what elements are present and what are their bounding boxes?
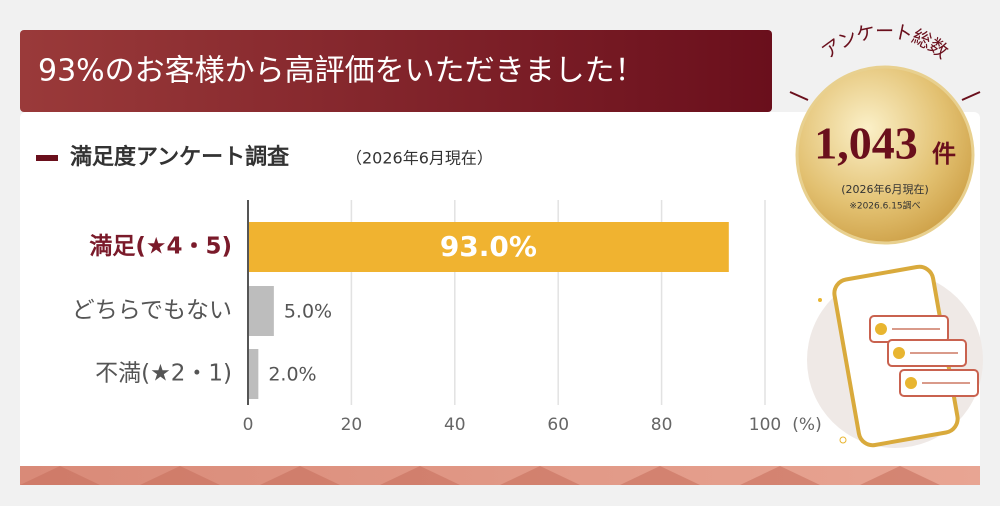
x-tick-label: 0 — [243, 415, 254, 435]
header-title: 93%のお客様から高評価をいただきました！ — [38, 54, 645, 89]
badge-heading: アンケート総数 — [817, 20, 952, 63]
card-footer-band — [20, 466, 980, 485]
section-marker — [36, 155, 58, 161]
bar — [248, 222, 729, 272]
x-axis-label: (%) — [792, 415, 821, 435]
badge: アンケート総数 1,043 件 (2026年6月現在) ※2026.6.15調べ — [789, 20, 981, 245]
x-tick-label: 60 — [547, 415, 569, 435]
category-label: 満足(★4・5) — [89, 234, 232, 260]
x-tick-label: 40 — [444, 415, 466, 435]
badge-survey-date: ※2026.6.15調べ — [849, 200, 920, 212]
category-label: 不満(★2・1) — [95, 361, 232, 387]
x-tick-label: 100 — [749, 415, 781, 435]
card — [20, 112, 980, 485]
bar — [248, 349, 259, 399]
x-tick-label: 80 — [651, 415, 673, 435]
bar — [248, 286, 274, 336]
badge-count: 1,043 — [814, 118, 918, 169]
badge-unit: 件 — [932, 140, 956, 168]
x-tick-label: 20 — [341, 415, 363, 435]
value-label: 2.0% — [268, 364, 316, 386]
badge-heading-path: アンケート総数 — [817, 20, 952, 63]
value-label: 93.0% — [440, 230, 537, 263]
plot: 0 20 40 60 80 100 (%) 満足(★4・5) 93.0% どちらでもない 5.0% 不… — [72, 200, 822, 435]
header-banner — [20, 30, 772, 112]
badge-note: (2026年6月現在) — [841, 182, 929, 196]
phone-illustration — [807, 264, 983, 448]
chart-subtitle: （2026年6月現在） — [346, 149, 493, 168]
chart-title: 満足度アンケート調査 — [70, 144, 290, 170]
category-label: どちらでもない — [72, 298, 232, 324]
value-label: 5.0% — [284, 301, 332, 323]
